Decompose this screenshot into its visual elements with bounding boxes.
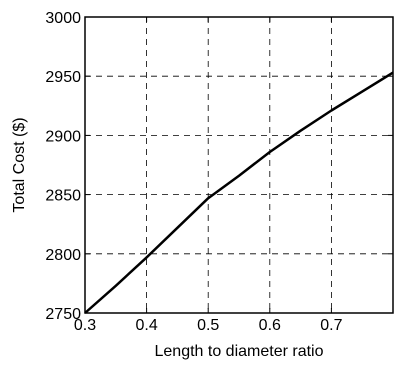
x-tick-label: 0.6 [259,317,281,334]
x-tick-label: 0.4 [135,317,157,334]
y-axis-title: Total Cost ($) [11,117,28,212]
y-tick-label: 2900 [45,128,81,145]
x-tick-label: 0.5 [197,317,219,334]
x-axis-title: Length to diameter ratio [155,343,324,360]
y-tick-label: 2950 [45,69,81,86]
y-tick-label: 3000 [45,10,81,27]
y-tick-label: 2850 [45,188,81,205]
x-tick-label: 0.7 [320,317,342,334]
series-line [84,71,394,314]
x-tick-label: 0.3 [74,317,96,334]
plot-frame [84,16,394,314]
series-layer [84,71,394,314]
y-tick-label: 2800 [45,247,81,264]
grid-layer [85,17,393,313]
ticks-layer: 0.3 0.4 0.5 0.6 0.7 2750 2800 2850 2900 2950 3000 [45,10,393,334]
y-tick-label: 2750 [45,306,81,323]
